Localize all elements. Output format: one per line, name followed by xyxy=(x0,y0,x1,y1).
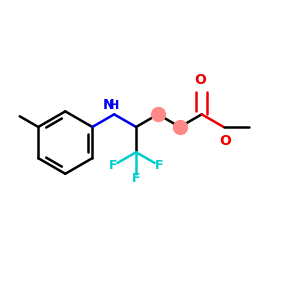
Text: F: F xyxy=(109,159,117,172)
Text: F: F xyxy=(155,159,164,172)
Text: O: O xyxy=(219,134,231,148)
Text: O: O xyxy=(194,73,206,87)
Text: H: H xyxy=(109,99,119,112)
Text: F: F xyxy=(132,172,140,185)
Text: N: N xyxy=(103,98,115,112)
